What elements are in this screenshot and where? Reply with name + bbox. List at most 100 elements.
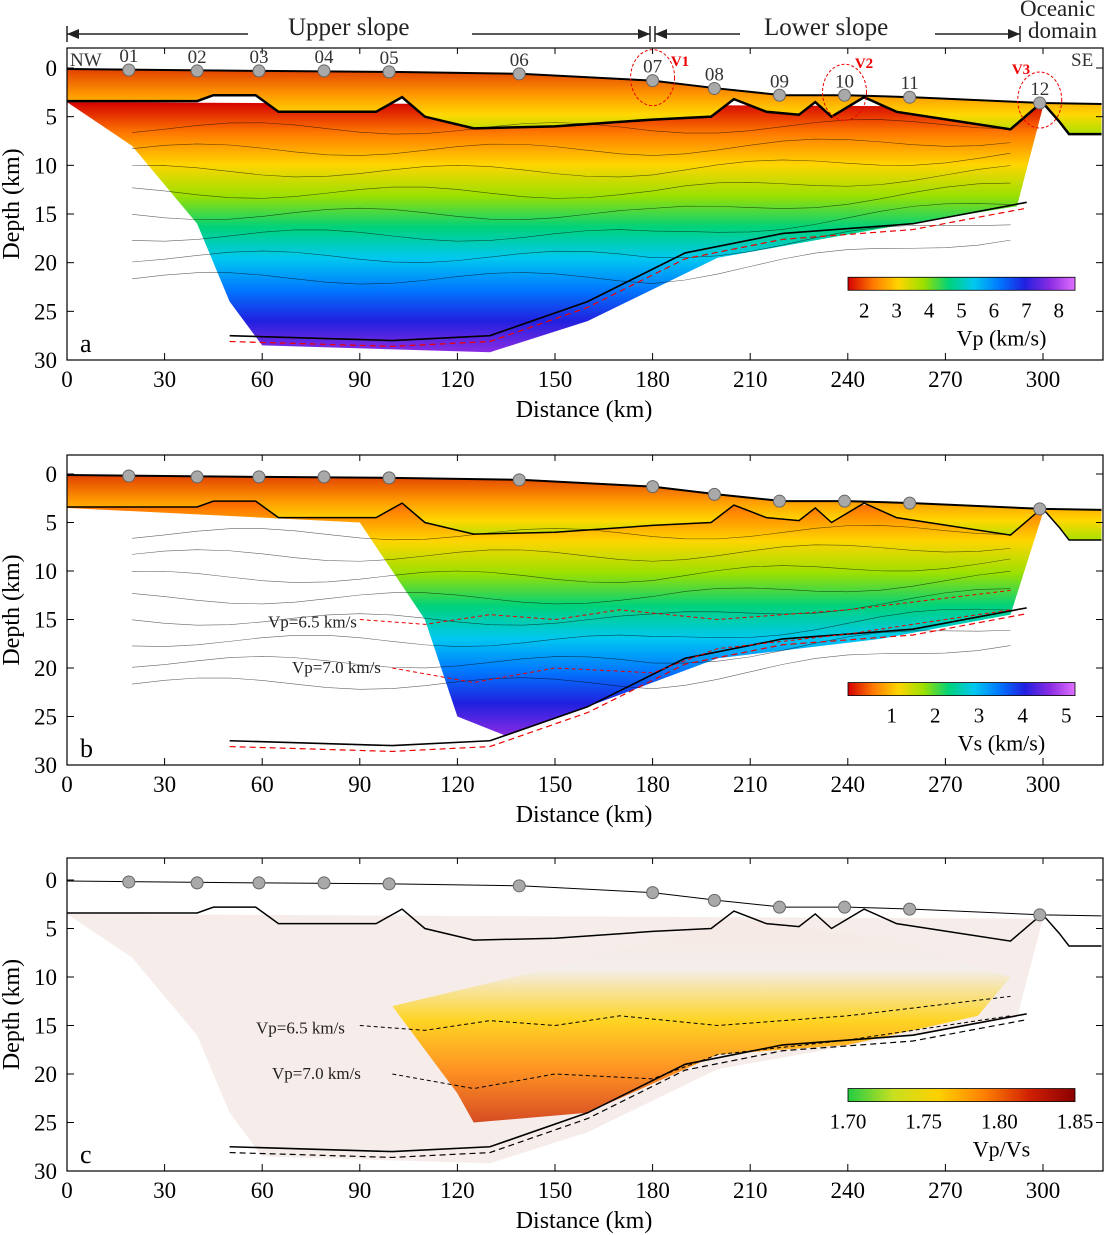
contour-line — [132, 608, 1011, 647]
station-05 — [382, 65, 396, 79]
volcano-circle — [1017, 71, 1063, 129]
station-05 — [382, 471, 396, 485]
station-08 — [707, 487, 721, 501]
oceanic-label: Oceanic — [1020, 0, 1096, 21]
station-02 — [190, 64, 204, 78]
lower-slope-label: Lower slope — [764, 14, 889, 41]
x-tick-label: 210 — [733, 1178, 768, 1203]
y-tick-label: 10 — [34, 965, 57, 990]
station-label: 08 — [705, 64, 724, 85]
colorbar-tick-label: 1.80 — [981, 1110, 1018, 1134]
x-tick-label: 240 — [831, 1178, 866, 1203]
y-axis-label: Depth (km) — [0, 554, 25, 665]
moho-line — [229, 201, 1027, 342]
station-06 — [512, 473, 526, 487]
station-label: 03 — [249, 47, 268, 68]
contour-line — [132, 645, 1011, 690]
y-tick-label: 15 — [34, 202, 57, 227]
contour-line — [132, 544, 1011, 562]
station-04 — [317, 64, 331, 78]
contour-line — [132, 629, 1011, 669]
contour-line — [132, 152, 1011, 178]
contour-line — [132, 138, 1011, 156]
station-06 — [512, 879, 526, 893]
y-tick-label: 30 — [34, 753, 57, 778]
colorbar-label: Vp (km/s) — [957, 325, 1047, 350]
colorbar-tick-label: 5 — [956, 298, 967, 322]
arrow-head — [67, 29, 79, 39]
domain-label: domain — [1028, 18, 1097, 43]
x-tick-label: 300 — [1026, 367, 1061, 392]
x-tick-label: 120 — [440, 1178, 475, 1203]
station-label: 02 — [188, 47, 207, 68]
arrow-head — [1008, 29, 1020, 39]
vp65-annotation: Vp=6.5 km/s — [268, 612, 357, 631]
x-tick-label: 210 — [733, 772, 768, 797]
station-09 — [772, 494, 786, 508]
colorbar-tick-label: 3 — [974, 704, 985, 728]
vp70-annotation: Vp=7.0 km/s — [292, 658, 381, 677]
colorbar-tick-label: 2 — [859, 298, 870, 322]
station-12 — [1033, 96, 1047, 110]
y-tick-label: 25 — [34, 705, 57, 730]
x-tick-label: 270 — [928, 772, 963, 797]
contour-line — [132, 165, 1011, 199]
contour-line — [132, 239, 1011, 285]
station-03 — [252, 470, 266, 484]
station-02 — [190, 470, 204, 484]
x-tick-label: 30 — [153, 772, 176, 797]
station-04 — [317, 470, 331, 484]
x-tick-label: 30 — [153, 367, 176, 392]
volcano-label: V3 — [1012, 62, 1030, 78]
contour-line — [132, 558, 1011, 583]
x-tick-label: 150 — [538, 772, 573, 797]
colorbar-tick-label: 3 — [891, 298, 902, 322]
colorbar-tick-label: 8 — [1054, 298, 1065, 322]
colorbar-tick-label: 1.70 — [830, 1110, 867, 1134]
y-tick-label: 10 — [34, 153, 57, 178]
x-tick-label: 60 — [251, 772, 274, 797]
station-label: 10 — [835, 71, 854, 92]
y-tick-label: 10 — [34, 559, 57, 584]
contour-line — [132, 588, 1011, 626]
x-tick-label: 240 — [831, 772, 866, 797]
station-04 — [317, 876, 331, 890]
y-tick-label: 5 — [46, 511, 58, 536]
moho-dashed-line — [229, 1019, 1027, 1159]
panel-c: Vp=6.5 km/sVp=7.0 km/s0 30 60 90 120 150 180 21… — [0, 857, 1104, 1234]
station-01 — [122, 469, 136, 483]
y-tick-label: 25 — [34, 1111, 57, 1136]
upper-slope-label: Upper slope — [288, 14, 410, 41]
x-axis-label: Distance (km) — [516, 802, 653, 828]
x-tick-label: 240 — [831, 367, 866, 392]
station-06 — [512, 67, 526, 81]
y-tick-label: 0 — [46, 56, 58, 81]
colorbar-tick-label: 1.85 — [1057, 1110, 1094, 1134]
x-tick-label: 300 — [1026, 1178, 1061, 1203]
x-tick-label: 180 — [635, 367, 670, 392]
station-12 — [1033, 908, 1047, 922]
station-07 — [646, 886, 660, 900]
colorbar — [847, 276, 1076, 291]
station-label: 07 — [643, 57, 662, 78]
contour-line — [132, 224, 1011, 263]
x-tick-label: 120 — [440, 772, 475, 797]
colorbar — [847, 1088, 1076, 1102]
y-tick-label: 15 — [34, 608, 57, 633]
x-tick-label: 180 — [635, 772, 670, 797]
y-axis-label: Depth (km) — [0, 959, 25, 1070]
colorbar-tick-label: 5 — [1061, 704, 1072, 728]
x-tick-label: 90 — [348, 772, 371, 797]
station-label: 11 — [900, 73, 918, 94]
colorbar-tick-label: 4 — [924, 298, 935, 322]
station-label: 01 — [119, 46, 138, 67]
station-10 — [838, 494, 852, 508]
colorbar-tick-label: 1 — [886, 704, 897, 728]
vp70-annotation: Vp=7.0 km/s — [272, 1064, 361, 1083]
contour-line — [132, 203, 1011, 242]
y-tick-label: 20 — [34, 1062, 57, 1087]
plot-frame — [66, 454, 1104, 766]
x-tick-label: 90 — [348, 367, 371, 392]
vp70-line — [392, 609, 1011, 684]
